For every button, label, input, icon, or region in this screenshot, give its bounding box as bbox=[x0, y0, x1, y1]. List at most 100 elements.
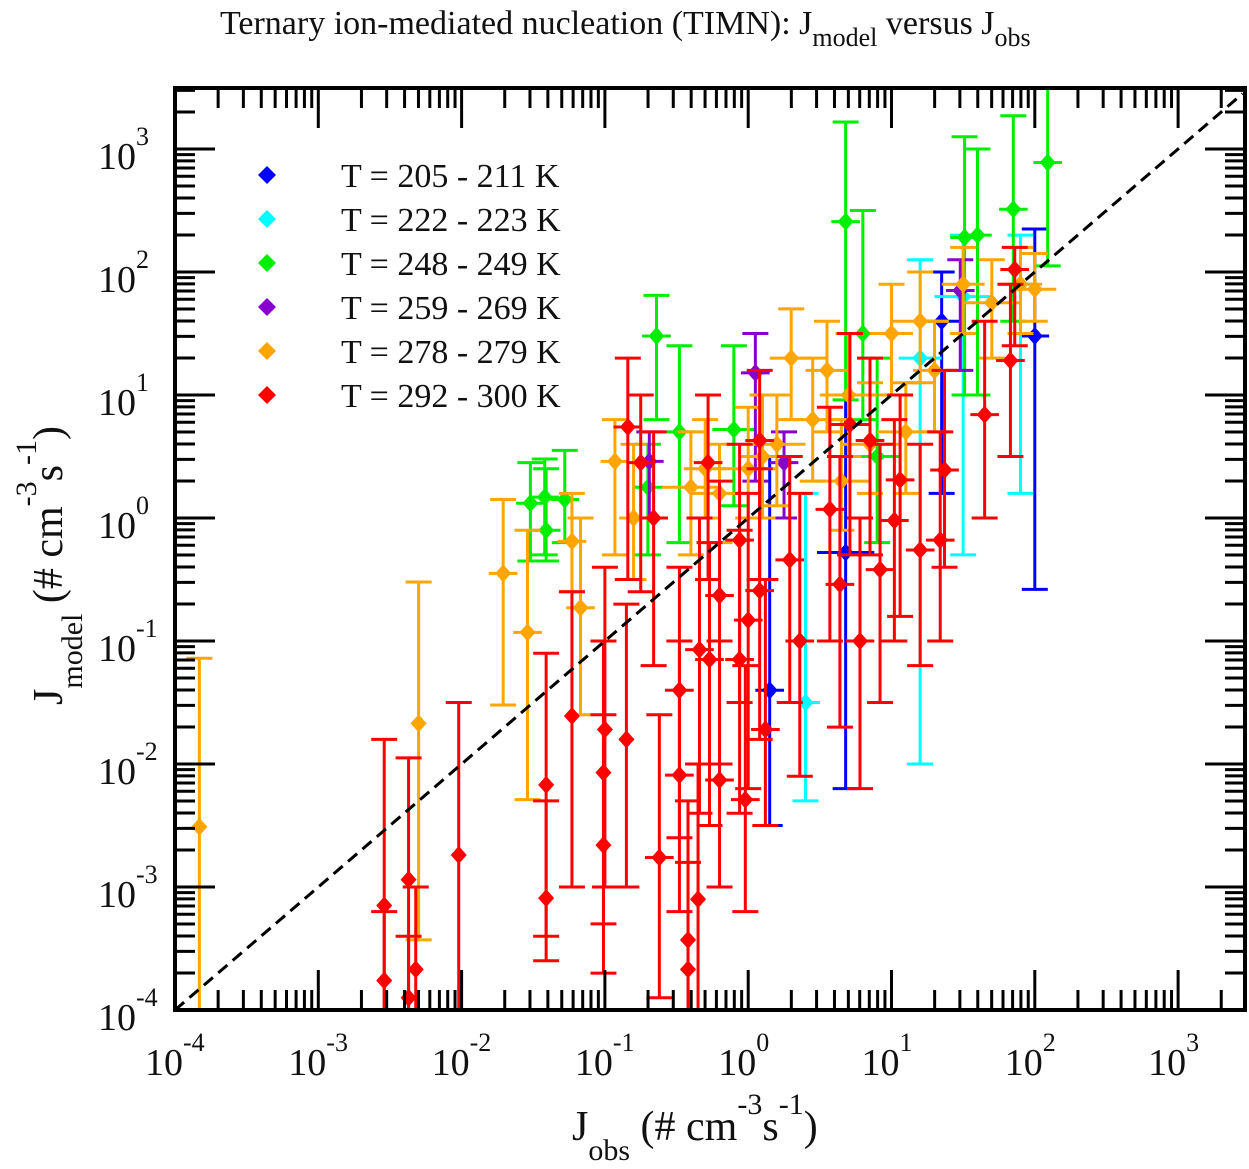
data-point bbox=[625, 509, 642, 527]
data-point bbox=[737, 790, 754, 809]
data-point bbox=[522, 494, 539, 513]
legend-label: T = 205 - 211 K bbox=[341, 158, 560, 195]
x-tick-label: 103 bbox=[1148, 1028, 1199, 1084]
data-point bbox=[400, 870, 417, 889]
x-tick-label: 100 bbox=[718, 1028, 769, 1084]
data-point bbox=[886, 511, 903, 530]
data-point bbox=[711, 770, 728, 789]
data-point bbox=[897, 422, 914, 441]
data-point bbox=[376, 971, 393, 990]
data-point bbox=[410, 714, 427, 733]
data-point bbox=[740, 611, 757, 630]
data-point bbox=[563, 707, 580, 726]
x-tick-label: 10-1 bbox=[575, 1028, 635, 1084]
data-point bbox=[400, 988, 417, 1007]
x-tick-label: 10-2 bbox=[432, 1028, 492, 1084]
data-point bbox=[618, 730, 635, 749]
data-point bbox=[538, 889, 555, 908]
y-tick-label: 10-1 bbox=[98, 614, 158, 670]
data-point bbox=[563, 532, 580, 551]
data-point bbox=[538, 521, 555, 540]
data-point bbox=[936, 461, 953, 480]
legend-label: T = 222 - 223 K bbox=[341, 202, 561, 239]
data-point bbox=[725, 420, 742, 439]
data-point bbox=[376, 896, 393, 915]
data-point bbox=[757, 720, 774, 739]
one-to-one-reference-line bbox=[174, 92, 1244, 1012]
y-tick-label: 10-3 bbox=[98, 860, 158, 916]
y-tick-labels: 10-4 10-3 10-2 10-1 100 101 102 103 bbox=[98, 122, 158, 1039]
data-point bbox=[680, 960, 697, 979]
data-point bbox=[883, 324, 900, 343]
y-tick-label: 101 bbox=[98, 368, 149, 424]
data-point bbox=[731, 650, 748, 669]
legend-label: T = 278 - 279 K bbox=[341, 334, 561, 371]
data-point bbox=[645, 509, 662, 527]
data-point bbox=[450, 846, 467, 865]
data-point bbox=[956, 228, 973, 247]
data-point bbox=[872, 560, 889, 579]
data-point bbox=[969, 226, 986, 245]
axis-ticks bbox=[175, 88, 1245, 1010]
data-point bbox=[606, 452, 623, 471]
data-point bbox=[831, 575, 848, 594]
data-point bbox=[837, 212, 854, 231]
chart-title: Ternary ion-mediated nucleation (TIMN): … bbox=[220, 5, 1031, 52]
data-point bbox=[955, 275, 972, 294]
data-point bbox=[407, 960, 424, 979]
data-marks bbox=[186, 88, 1063, 1012]
data-point bbox=[1006, 260, 1023, 279]
data-point bbox=[821, 500, 838, 519]
data-point bbox=[572, 598, 589, 617]
data-point bbox=[851, 632, 868, 650]
data-point bbox=[651, 848, 668, 867]
plot-frame bbox=[173, 86, 1247, 1012]
data-point bbox=[619, 417, 636, 436]
data-point bbox=[781, 550, 798, 569]
legend-label: T = 259 - 269 K bbox=[341, 290, 561, 327]
data-point bbox=[648, 326, 665, 345]
series-4 bbox=[186, 245, 1057, 1012]
data-point bbox=[519, 623, 536, 642]
data-point bbox=[690, 890, 707, 909]
series-5 bbox=[371, 245, 1030, 1012]
legend-marker bbox=[258, 254, 276, 272]
data-point bbox=[892, 470, 909, 489]
data-point bbox=[671, 681, 688, 700]
data-point bbox=[768, 435, 785, 454]
data-point bbox=[776, 453, 793, 472]
data-point bbox=[983, 293, 1000, 312]
data-point bbox=[596, 720, 613, 739]
data-point bbox=[1039, 153, 1056, 172]
data-point bbox=[754, 447, 771, 466]
data-point bbox=[912, 312, 929, 331]
legend-marker bbox=[258, 210, 276, 228]
data-point bbox=[1002, 351, 1019, 370]
data-point bbox=[1005, 200, 1022, 219]
data-point bbox=[791, 632, 808, 650]
legend-marker bbox=[258, 166, 276, 184]
data-point bbox=[783, 349, 800, 368]
data-point bbox=[976, 405, 993, 424]
data-point bbox=[751, 581, 768, 600]
series-3 bbox=[634, 258, 975, 520]
data-point bbox=[804, 410, 821, 429]
legend-marker bbox=[258, 298, 276, 316]
data-point bbox=[797, 693, 814, 712]
data-point bbox=[751, 431, 768, 450]
data-point bbox=[1026, 326, 1043, 345]
y-tick-label: 10-4 bbox=[98, 983, 158, 1039]
x-tick-label: 102 bbox=[1005, 1028, 1056, 1084]
y-tick-label: 100 bbox=[98, 491, 149, 547]
data-point bbox=[862, 431, 879, 450]
x-tick-labels: 10-4 10-3 10-2 10-1 100 101 102 103 bbox=[145, 1028, 1199, 1084]
data-point bbox=[912, 540, 929, 559]
y-tick-label: 10-2 bbox=[98, 737, 158, 793]
x-tick-label: 10-3 bbox=[288, 1028, 348, 1084]
data-point bbox=[538, 775, 555, 794]
y-axis-label: Jmodel (# cm-3s-1) bbox=[10, 426, 89, 705]
legend: T = 205 - 211 K T = 222 - 223 K T = 248 - … bbox=[258, 158, 561, 415]
data-point bbox=[682, 478, 699, 497]
data-point bbox=[701, 650, 718, 669]
legend-label: T = 248 - 249 K bbox=[341, 246, 561, 283]
